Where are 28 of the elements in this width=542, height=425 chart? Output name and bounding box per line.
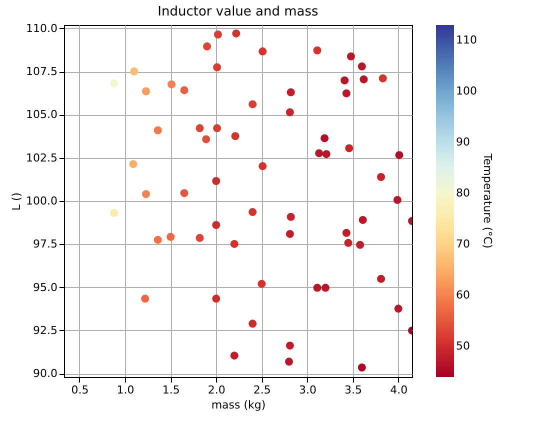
x-tick-label: 1.5: [162, 384, 180, 396]
y-axis-title: L (): [10, 192, 24, 211]
x-tick-label: 1.0: [116, 384, 134, 396]
y-tick-label: 95.0: [33, 280, 58, 294]
y-tick-label: 110.0: [26, 22, 58, 35]
color-bar-label: 70: [456, 237, 470, 250]
x-axis-title: mass (kg): [211, 398, 266, 412]
y-tick-label: 90.0: [33, 367, 58, 380]
y-tick-label: 97.5: [33, 238, 58, 251]
x-tick-label: 3.0: [298, 384, 316, 396]
chart-title: Inductor value and mass: [158, 4, 319, 20]
y-tick-label: 100.0: [26, 194, 58, 208]
color-bar-label: 90: [456, 135, 470, 148]
x-tick-label: 3.5: [344, 384, 362, 396]
color-bar-label: 100: [456, 84, 477, 98]
color-bar-label: 50: [456, 339, 470, 352]
color-bar-label: 80: [456, 186, 470, 200]
y-tick-label: 107.5: [26, 65, 58, 78]
x-tick-label: 4.0: [390, 384, 408, 396]
y-tick-label: 105.0: [26, 108, 58, 122]
y-tick-label: 102.5: [26, 151, 58, 164]
color-bar-title: Temperature (°C): [481, 152, 494, 248]
x-tick-label: 2.0: [208, 384, 226, 396]
y-tick-label: 92.5: [33, 324, 58, 337]
color-bar-label: 60: [456, 288, 470, 302]
x-tick-label: 0.5: [71, 384, 89, 396]
x-tick-label: 2.5: [253, 384, 271, 396]
color-bar-label: 110: [456, 33, 477, 46]
